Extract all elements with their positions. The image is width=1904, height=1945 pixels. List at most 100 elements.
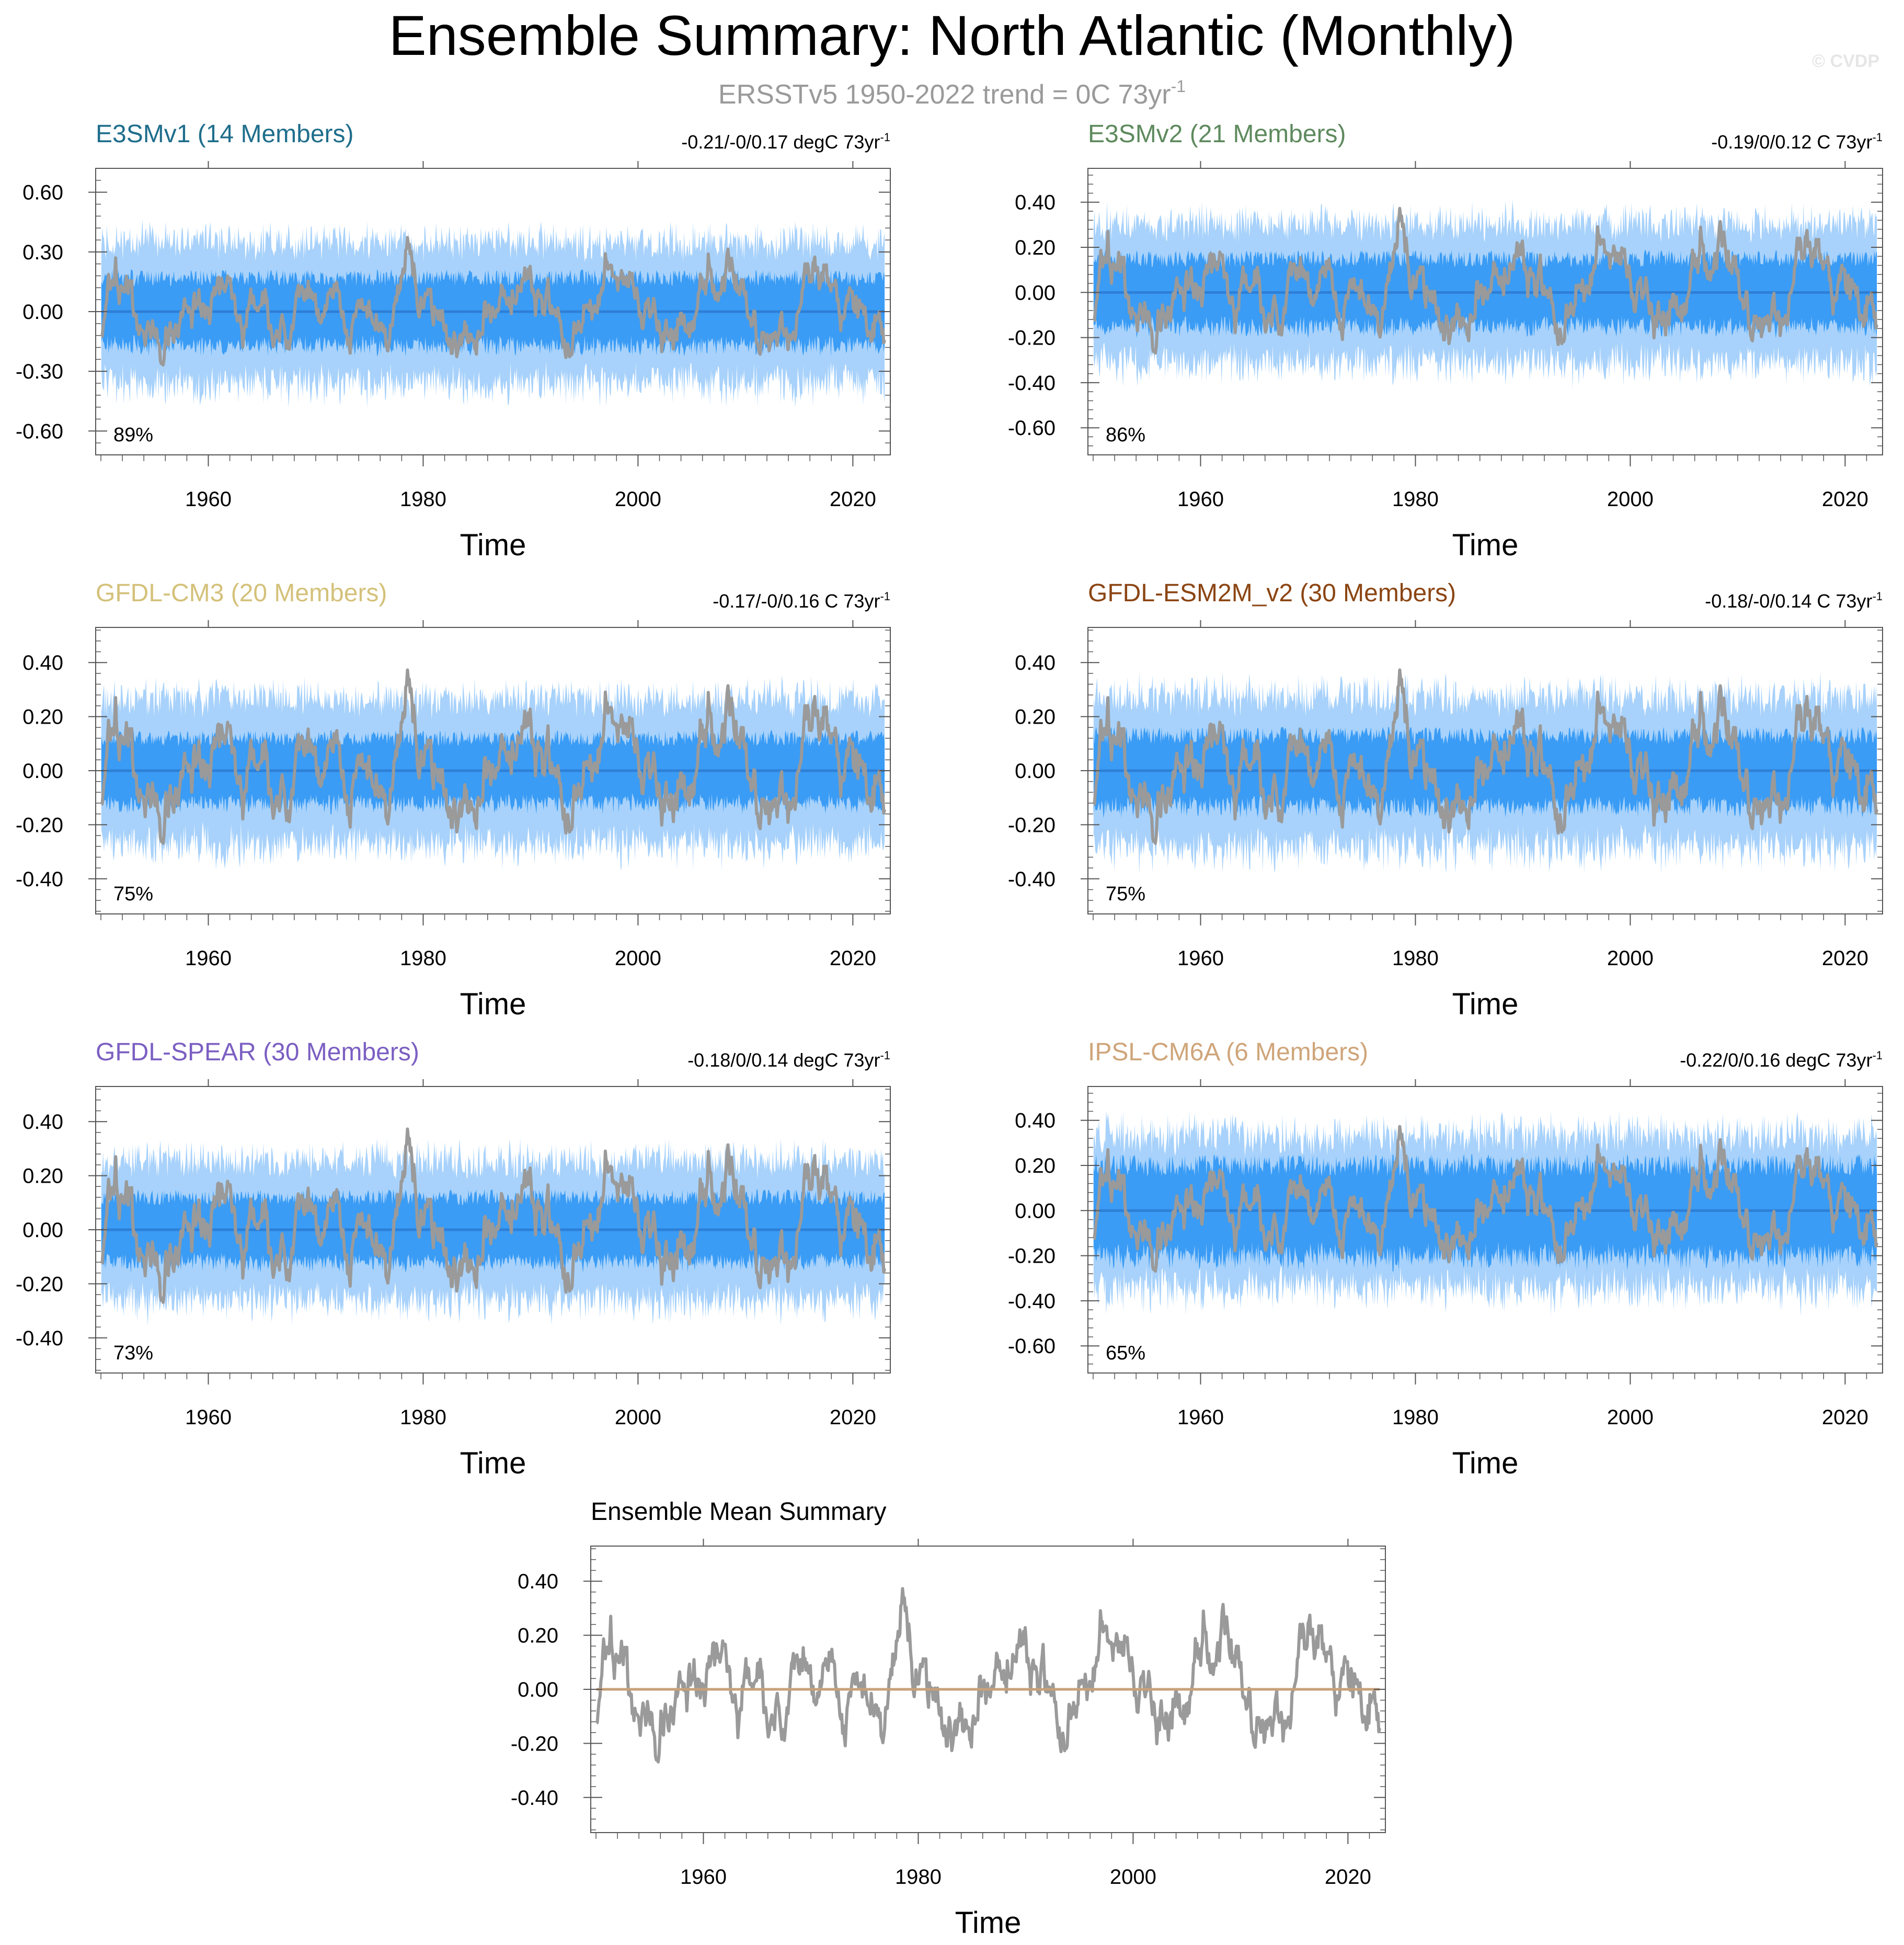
y-tick-label: 0.00 [1015, 1199, 1056, 1222]
y-tick-label: -0.20 [16, 814, 63, 837]
plot-area [100, 1127, 887, 1326]
x-tick-label: 1960 [1177, 488, 1224, 511]
subtitle-exponent: -1 [1171, 77, 1186, 96]
x-tick-label: 2020 [830, 488, 876, 511]
y-tick-label: -0.20 [1008, 1245, 1056, 1268]
y-tick-label: 0.60 [22, 181, 63, 204]
trend-text: -0.19/0/0.12 C 73yr [1711, 131, 1872, 153]
x-tick-label: 2000 [615, 1406, 661, 1429]
x-axis-label: Time [460, 1446, 526, 1480]
plot-area [100, 220, 886, 408]
y-tick-label: 0.20 [22, 706, 63, 729]
trend-label: -0.17/-0/0.16 C 73yr-1 [713, 590, 890, 612]
x-tick-label: 2020 [830, 947, 876, 970]
panel-title: E3SMv2 (21 Members) [1088, 120, 1346, 148]
x-tick-label: 2020 [1822, 947, 1868, 970]
percent-label: 65% [1106, 1342, 1145, 1364]
percent-label: 75% [1106, 883, 1145, 905]
panels: E3SMv1 (14 Members) -0.21/-0/0.17 degC 73… [16, 120, 1883, 1940]
y-tick-label: -0.40 [1008, 372, 1056, 395]
y-tick-label: 0.40 [22, 651, 63, 674]
y-tick-label: -0.20 [511, 1732, 558, 1755]
page-subtitle: ERSSTv5 1950-2022 trend = 0C 73yr-1 [718, 77, 1186, 110]
subtitle-text: ERSSTv5 1950-2022 trend = 0C 73yr [718, 79, 1171, 110]
observations-line [100, 236, 886, 367]
trend-label: -0.18/-0/0.14 C 73yr-1 [1705, 590, 1883, 612]
percent-label: 89% [113, 424, 153, 446]
y-tick-label: 0.40 [1015, 1109, 1056, 1132]
y-tick-label: -0.60 [16, 420, 63, 443]
y-tick-label: -0.60 [1008, 417, 1056, 440]
plot-area [1093, 1109, 1878, 1318]
panel-title: Ensemble Mean Summary [591, 1498, 887, 1526]
y-tick-label: 0.20 [22, 1165, 63, 1188]
plot-area [1093, 668, 1879, 875]
x-axis-label: Time [1452, 528, 1519, 562]
y-tick-label: 0.00 [22, 760, 63, 783]
x-tick-label: 2000 [1607, 488, 1654, 511]
y-tick-label: 0.00 [1015, 760, 1056, 783]
x-tick-label: 1960 [185, 1406, 232, 1429]
trend-text: -0.18/-0/0.14 C 73yr [1705, 590, 1872, 612]
y-tick-label: 0.00 [1015, 281, 1056, 304]
y-tick-label: -0.60 [1008, 1335, 1056, 1358]
trend-label: -0.18/0/0.14 degC 73yr-1 [687, 1049, 890, 1071]
x-tick-label: 2020 [1822, 1406, 1868, 1429]
observations-line [1093, 668, 1879, 845]
y-tick-label: 0.20 [1015, 236, 1056, 259]
y-tick-label: 0.40 [1015, 191, 1056, 214]
y-tick-label: 0.40 [22, 1111, 63, 1134]
trend-exponent: -1 [880, 1049, 890, 1062]
plot-area [595, 1587, 1382, 1764]
chart-panel-7: Ensemble Mean Summary 0.40 0.20 0.00 -0.20 -0… [511, 1498, 1386, 1940]
x-tick-label: 2020 [830, 1406, 876, 1429]
percent-label: 75% [113, 883, 153, 905]
panel-title: IPSL-CM6A (6 Members) [1088, 1038, 1368, 1066]
trend-exponent: -1 [880, 590, 890, 603]
trend-label: -0.22/0/0.16 degC 73yr-1 [1680, 1049, 1883, 1071]
y-tick-label: 0.00 [518, 1678, 558, 1701]
x-tick-label: 1960 [680, 1866, 727, 1889]
x-axis-label: Time [1452, 987, 1519, 1021]
panel-title: E3SMv1 (14 Members) [96, 120, 353, 148]
x-tick-label: 1980 [400, 947, 446, 970]
watermark: © CVDP [1812, 51, 1879, 71]
y-tick-label: 0.00 [22, 1219, 63, 1242]
observations-line [1093, 1125, 1878, 1273]
y-tick-label: -0.30 [16, 360, 63, 383]
y-tick-label: 0.20 [518, 1624, 558, 1647]
chart-panel-5: GFDL-SPEAR (30 Members) -0.18/0/0.14 degC… [16, 1038, 891, 1480]
x-tick-label: 1960 [1177, 1406, 1224, 1429]
x-tick-label: 1980 [1392, 488, 1439, 511]
x-tick-label: 2000 [1607, 947, 1654, 970]
x-axis-label: Time [955, 1906, 1022, 1940]
y-tick-label: -0.20 [1008, 327, 1056, 350]
chart-panel-3: GFDL-CM3 (20 Members) -0.17/-0/0.16 C 73y… [16, 579, 891, 1021]
x-axis-label: Time [1452, 1446, 1519, 1480]
y-tick-label: -0.40 [16, 1327, 63, 1350]
x-tick-label: 1980 [400, 488, 446, 511]
trend-label: -0.21/-0/0.17 degC 73yr-1 [681, 131, 890, 153]
page-title: Ensemble Summary: North Atlantic (Monthl… [389, 4, 1516, 67]
x-axis-label: Time [460, 528, 526, 562]
y-tick-label: -0.40 [1008, 1290, 1056, 1313]
trend-label: -0.19/0/0.12 C 73yr-1 [1711, 131, 1883, 153]
panel-title: GFDL-SPEAR (30 Members) [96, 1038, 419, 1066]
y-tick-label: 0.20 [1015, 1154, 1056, 1177]
x-tick-label: 1960 [185, 488, 232, 511]
trend-text: -0.18/0/0.14 degC 73yr [687, 1049, 880, 1071]
y-tick-label: -0.40 [511, 1787, 558, 1810]
x-tick-label: 1980 [895, 1866, 942, 1889]
percent-label: 86% [1106, 424, 1145, 446]
trend-text: -0.22/0/0.16 degC 73yr [1680, 1049, 1872, 1071]
trend-exponent: -1 [1872, 131, 1883, 144]
trend-exponent: -1 [1872, 1049, 1883, 1062]
x-tick-label: 2020 [1325, 1866, 1371, 1889]
y-tick-label: 0.40 [1015, 651, 1056, 674]
y-tick-label: 0.40 [518, 1570, 558, 1593]
observations-line [100, 668, 887, 845]
x-tick-label: 2000 [1607, 1406, 1654, 1429]
chart-panel-1: E3SMv1 (14 Members) -0.21/-0/0.17 degC 73… [16, 120, 891, 562]
